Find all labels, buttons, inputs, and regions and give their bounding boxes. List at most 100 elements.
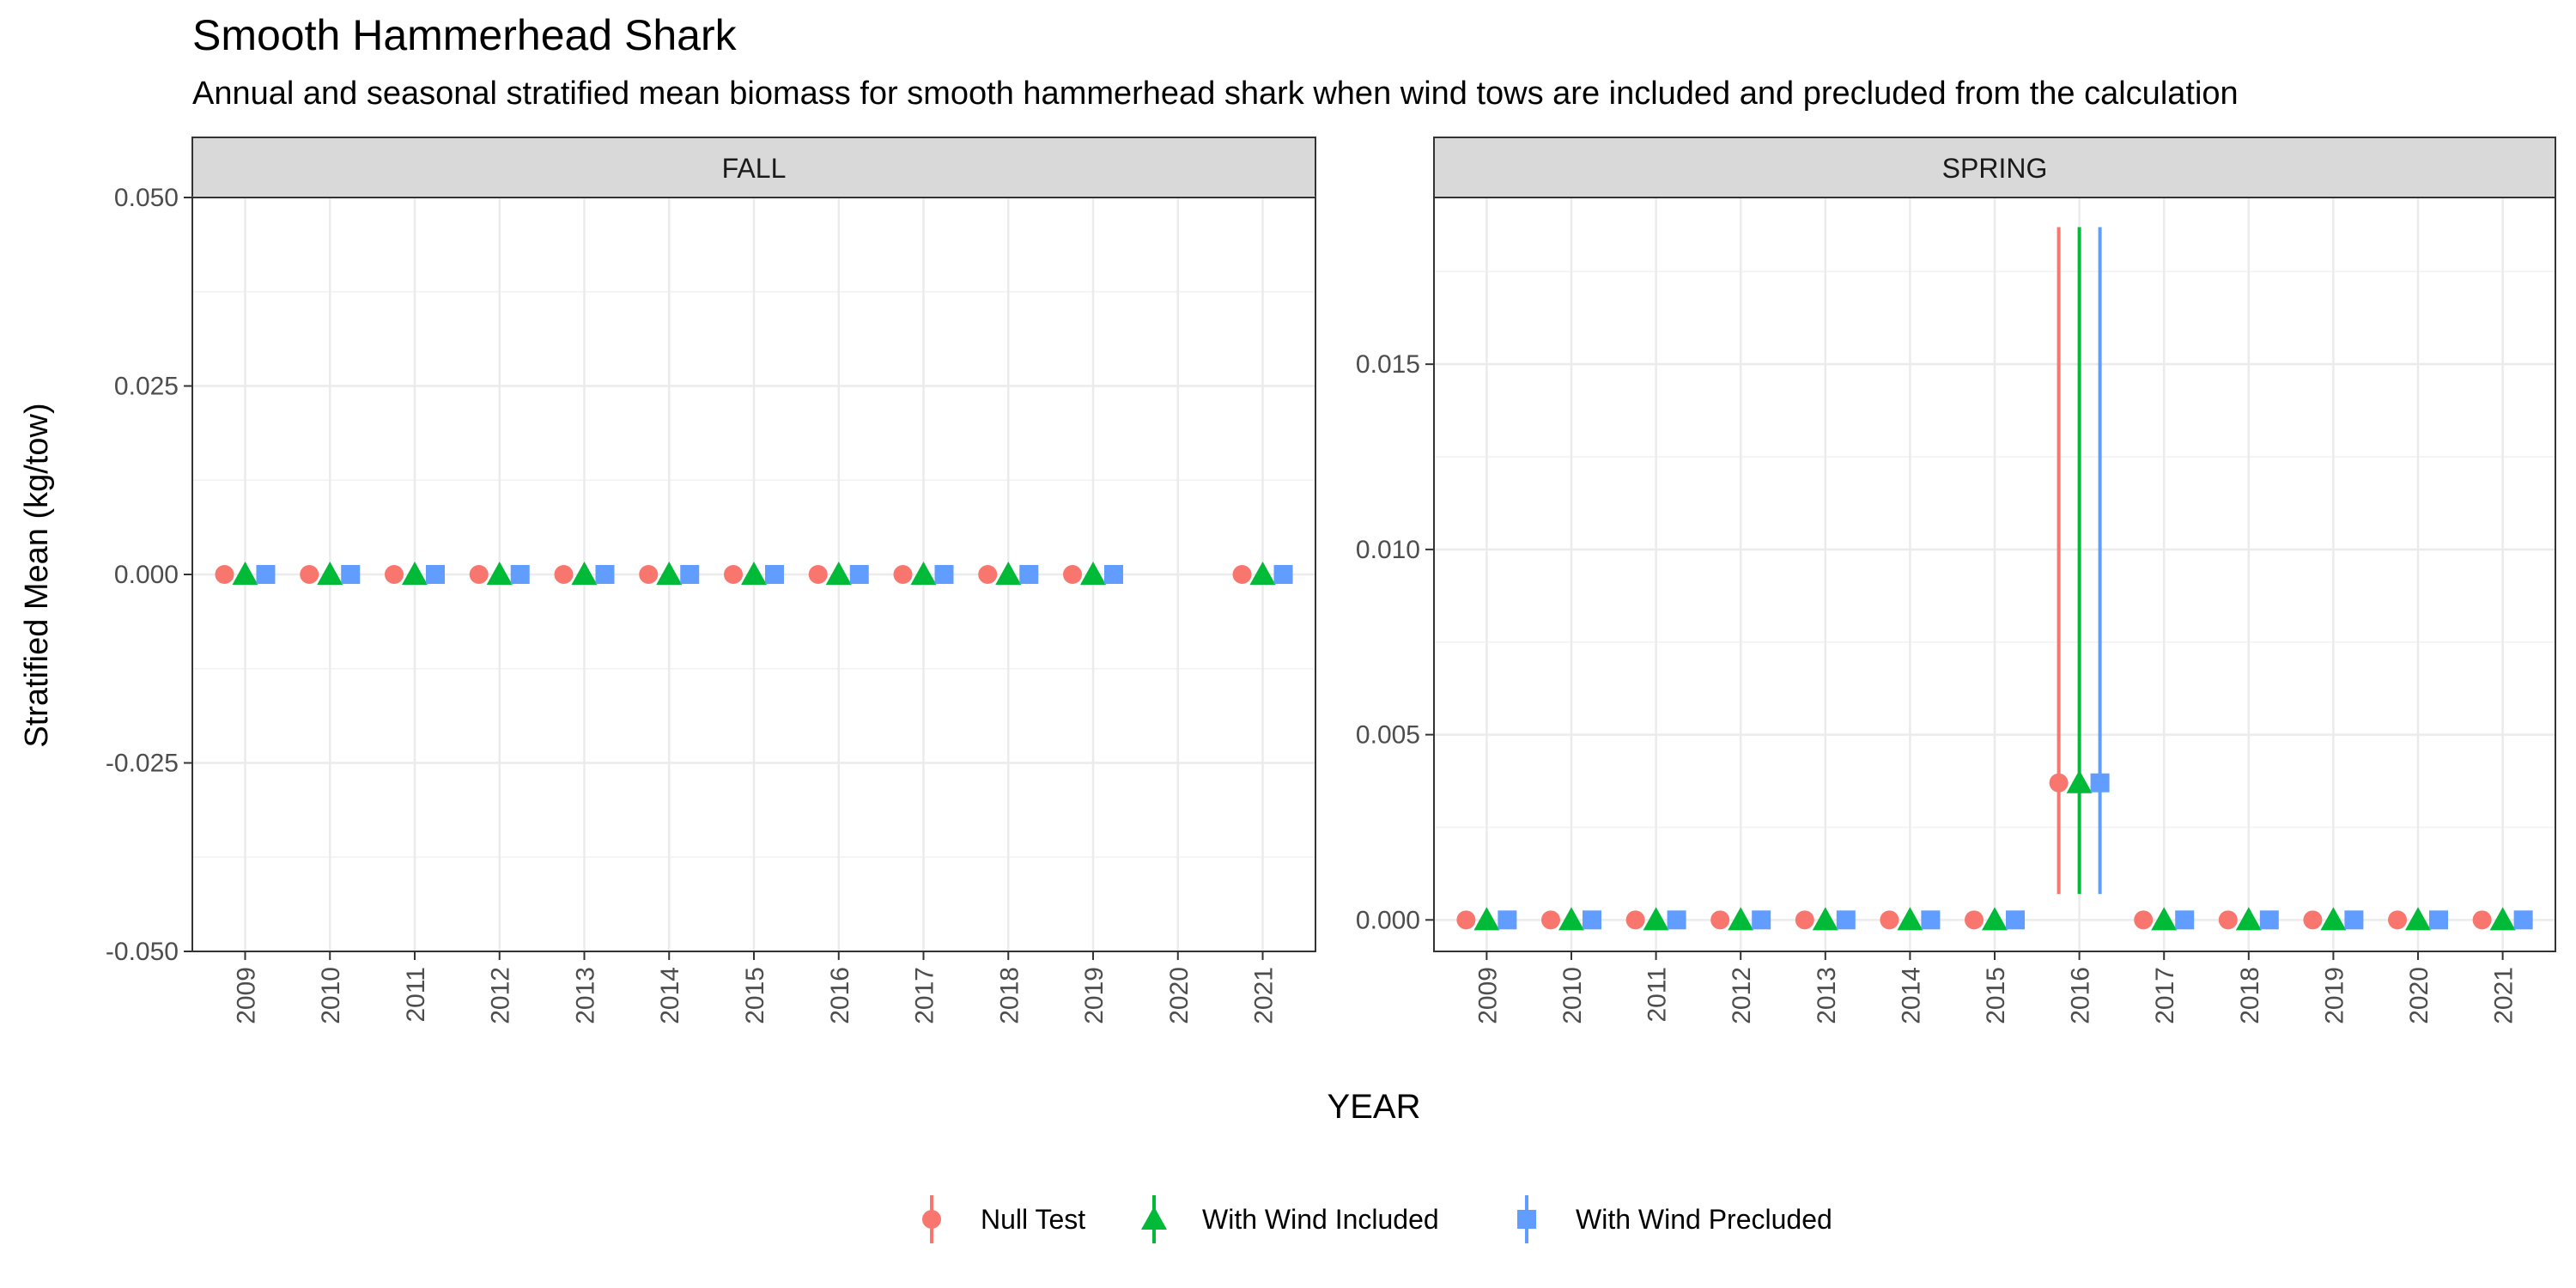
point-with-wind-precluded (765, 565, 784, 584)
point-null-test (639, 565, 659, 584)
x-tick-label: 2012 (487, 967, 515, 1024)
point-with-wind-precluded (510, 565, 530, 584)
point-with-wind-precluded (1921, 910, 1941, 930)
panel-fall: FALL 0.050 0.025 0.000 -0.025 -0.050 2009 2010 2… (106, 137, 1316, 1024)
x-axis-label: YEAR (1327, 1088, 1421, 1126)
point-with-wind-included (1473, 907, 1500, 931)
point-with-wind-included (656, 562, 683, 585)
point-with-wind-precluded (849, 565, 869, 584)
point-with-wind-included (2151, 907, 2178, 931)
point-null-test (1795, 910, 1814, 930)
point-with-wind-precluded (2175, 910, 2195, 930)
point-null-test (215, 565, 234, 584)
x-tick-label: 2018 (995, 967, 1024, 1024)
x-tick-label: 2010 (317, 967, 345, 1024)
point-with-wind-included (2320, 907, 2347, 931)
legend-item-with-wind-included: With Wind Included (1141, 1195, 1439, 1243)
legend-label: With Wind Included (1202, 1204, 1439, 1235)
panel-spring: SPRING 0.015 0.010 0.005 0.000 2009 2010 2011 20… (1356, 137, 2556, 1024)
legend-key-marker (1141, 1206, 1167, 1230)
y-tick-label: 0.000 (114, 561, 179, 589)
point-null-test (1540, 910, 1560, 930)
x-tick-label: 2016 (2067, 967, 2095, 1024)
x-tick-label: 2012 (1728, 967, 1756, 1024)
point-null-test (1456, 910, 1476, 930)
point-with-wind-precluded (1667, 910, 1686, 930)
chart-subtitle: Annual and seasonal stratified mean biom… (192, 76, 2239, 112)
point-null-test (724, 565, 743, 584)
point-null-test (469, 565, 489, 584)
x-tick-label: 2020 (2405, 967, 2433, 1024)
x-tick-label: 2015 (1982, 967, 2010, 1024)
point-with-wind-precluded (2344, 910, 2364, 930)
legend: Null Test With Wind Included With Wind Pre… (922, 1195, 1832, 1243)
point-with-wind-precluded (595, 565, 615, 584)
chart-title: Smooth Hammerhead Shark (192, 11, 737, 59)
point-with-wind-precluded (2259, 910, 2279, 930)
point-null-test (893, 565, 913, 584)
point-with-wind-precluded (1582, 910, 1601, 930)
point-with-wind-included (1249, 562, 1276, 585)
point-with-wind-precluded (2006, 910, 2025, 930)
point-null-test (2472, 910, 2492, 930)
point-with-wind-precluded (680, 565, 700, 584)
point-null-test (2049, 773, 2069, 793)
legend-key-marker (1517, 1210, 1536, 1229)
x-tick-label: 2013 (571, 967, 599, 1024)
point-null-test (2134, 910, 2154, 930)
point-with-wind-included (1643, 907, 1669, 931)
x-tick-label: 2011 (1643, 967, 1672, 1023)
y-tick-label: 0.015 (1356, 350, 1420, 379)
point-with-wind-included (741, 562, 767, 585)
y-tick-label: 0.005 (1356, 721, 1420, 750)
x-tick-label: 2017 (911, 967, 939, 1024)
point-null-test (2218, 910, 2238, 930)
x-tick-label: 2009 (1473, 967, 1502, 1024)
point-with-wind-precluded (2429, 910, 2449, 930)
y-tick-label: 0.050 (114, 184, 179, 212)
x-tick-label: 2019 (1080, 967, 1109, 1024)
point-with-wind-included (1080, 562, 1107, 585)
point-with-wind-precluded (934, 565, 954, 584)
y-axis-label: Stratified Mean (kg/tow) (19, 403, 55, 747)
x-tick-label: 2014 (1897, 967, 1925, 1024)
x-tick-label: 2021 (2490, 967, 2518, 1024)
point-null-test (2388, 910, 2408, 930)
point-with-wind-included (317, 562, 343, 585)
x-tick-label: 2020 (1165, 967, 1194, 1024)
point-with-wind-included (2235, 907, 2262, 931)
point-with-wind-included (232, 562, 258, 585)
point-with-wind-included (2066, 769, 2093, 793)
y-tick-label: 0.025 (114, 373, 179, 401)
point-with-wind-included (2405, 907, 2432, 931)
y-tick-label: 0.010 (1356, 536, 1420, 564)
point-null-test (1880, 910, 1899, 930)
x-tick-label: 2019 (2320, 967, 2348, 1024)
legend-item-null-test: Null Test (922, 1195, 1085, 1243)
point-with-wind-precluded (1836, 910, 1856, 930)
point-null-test (300, 565, 319, 584)
facet-label: SPRING (1942, 153, 2048, 184)
x-tick-label: 2009 (232, 967, 260, 1024)
x-tick-label: 2018 (2236, 967, 2264, 1024)
point-with-wind-included (486, 562, 513, 585)
x-tick-label: 2010 (1558, 967, 1587, 1024)
point-null-test (978, 565, 998, 584)
point-with-wind-included (995, 562, 1022, 585)
point-null-test (554, 565, 574, 584)
point-with-wind-precluded (256, 565, 276, 584)
x-tick-label: 2011 (402, 967, 430, 1023)
point-with-wind-precluded (341, 565, 361, 584)
point-with-wind-included (571, 562, 598, 585)
legend-key-marker (922, 1210, 941, 1229)
x-tick-label: 2017 (2151, 967, 2179, 1024)
y-tick-label: 0.000 (1356, 906, 1420, 934)
point-null-test (2303, 910, 2323, 930)
x-tick-label: 2014 (656, 967, 684, 1024)
x-tick-label: 2021 (1250, 967, 1279, 1024)
point-null-test (1625, 910, 1645, 930)
point-null-test (1063, 565, 1083, 584)
point-with-wind-included (401, 562, 428, 585)
point-with-wind-included (1982, 907, 2008, 931)
